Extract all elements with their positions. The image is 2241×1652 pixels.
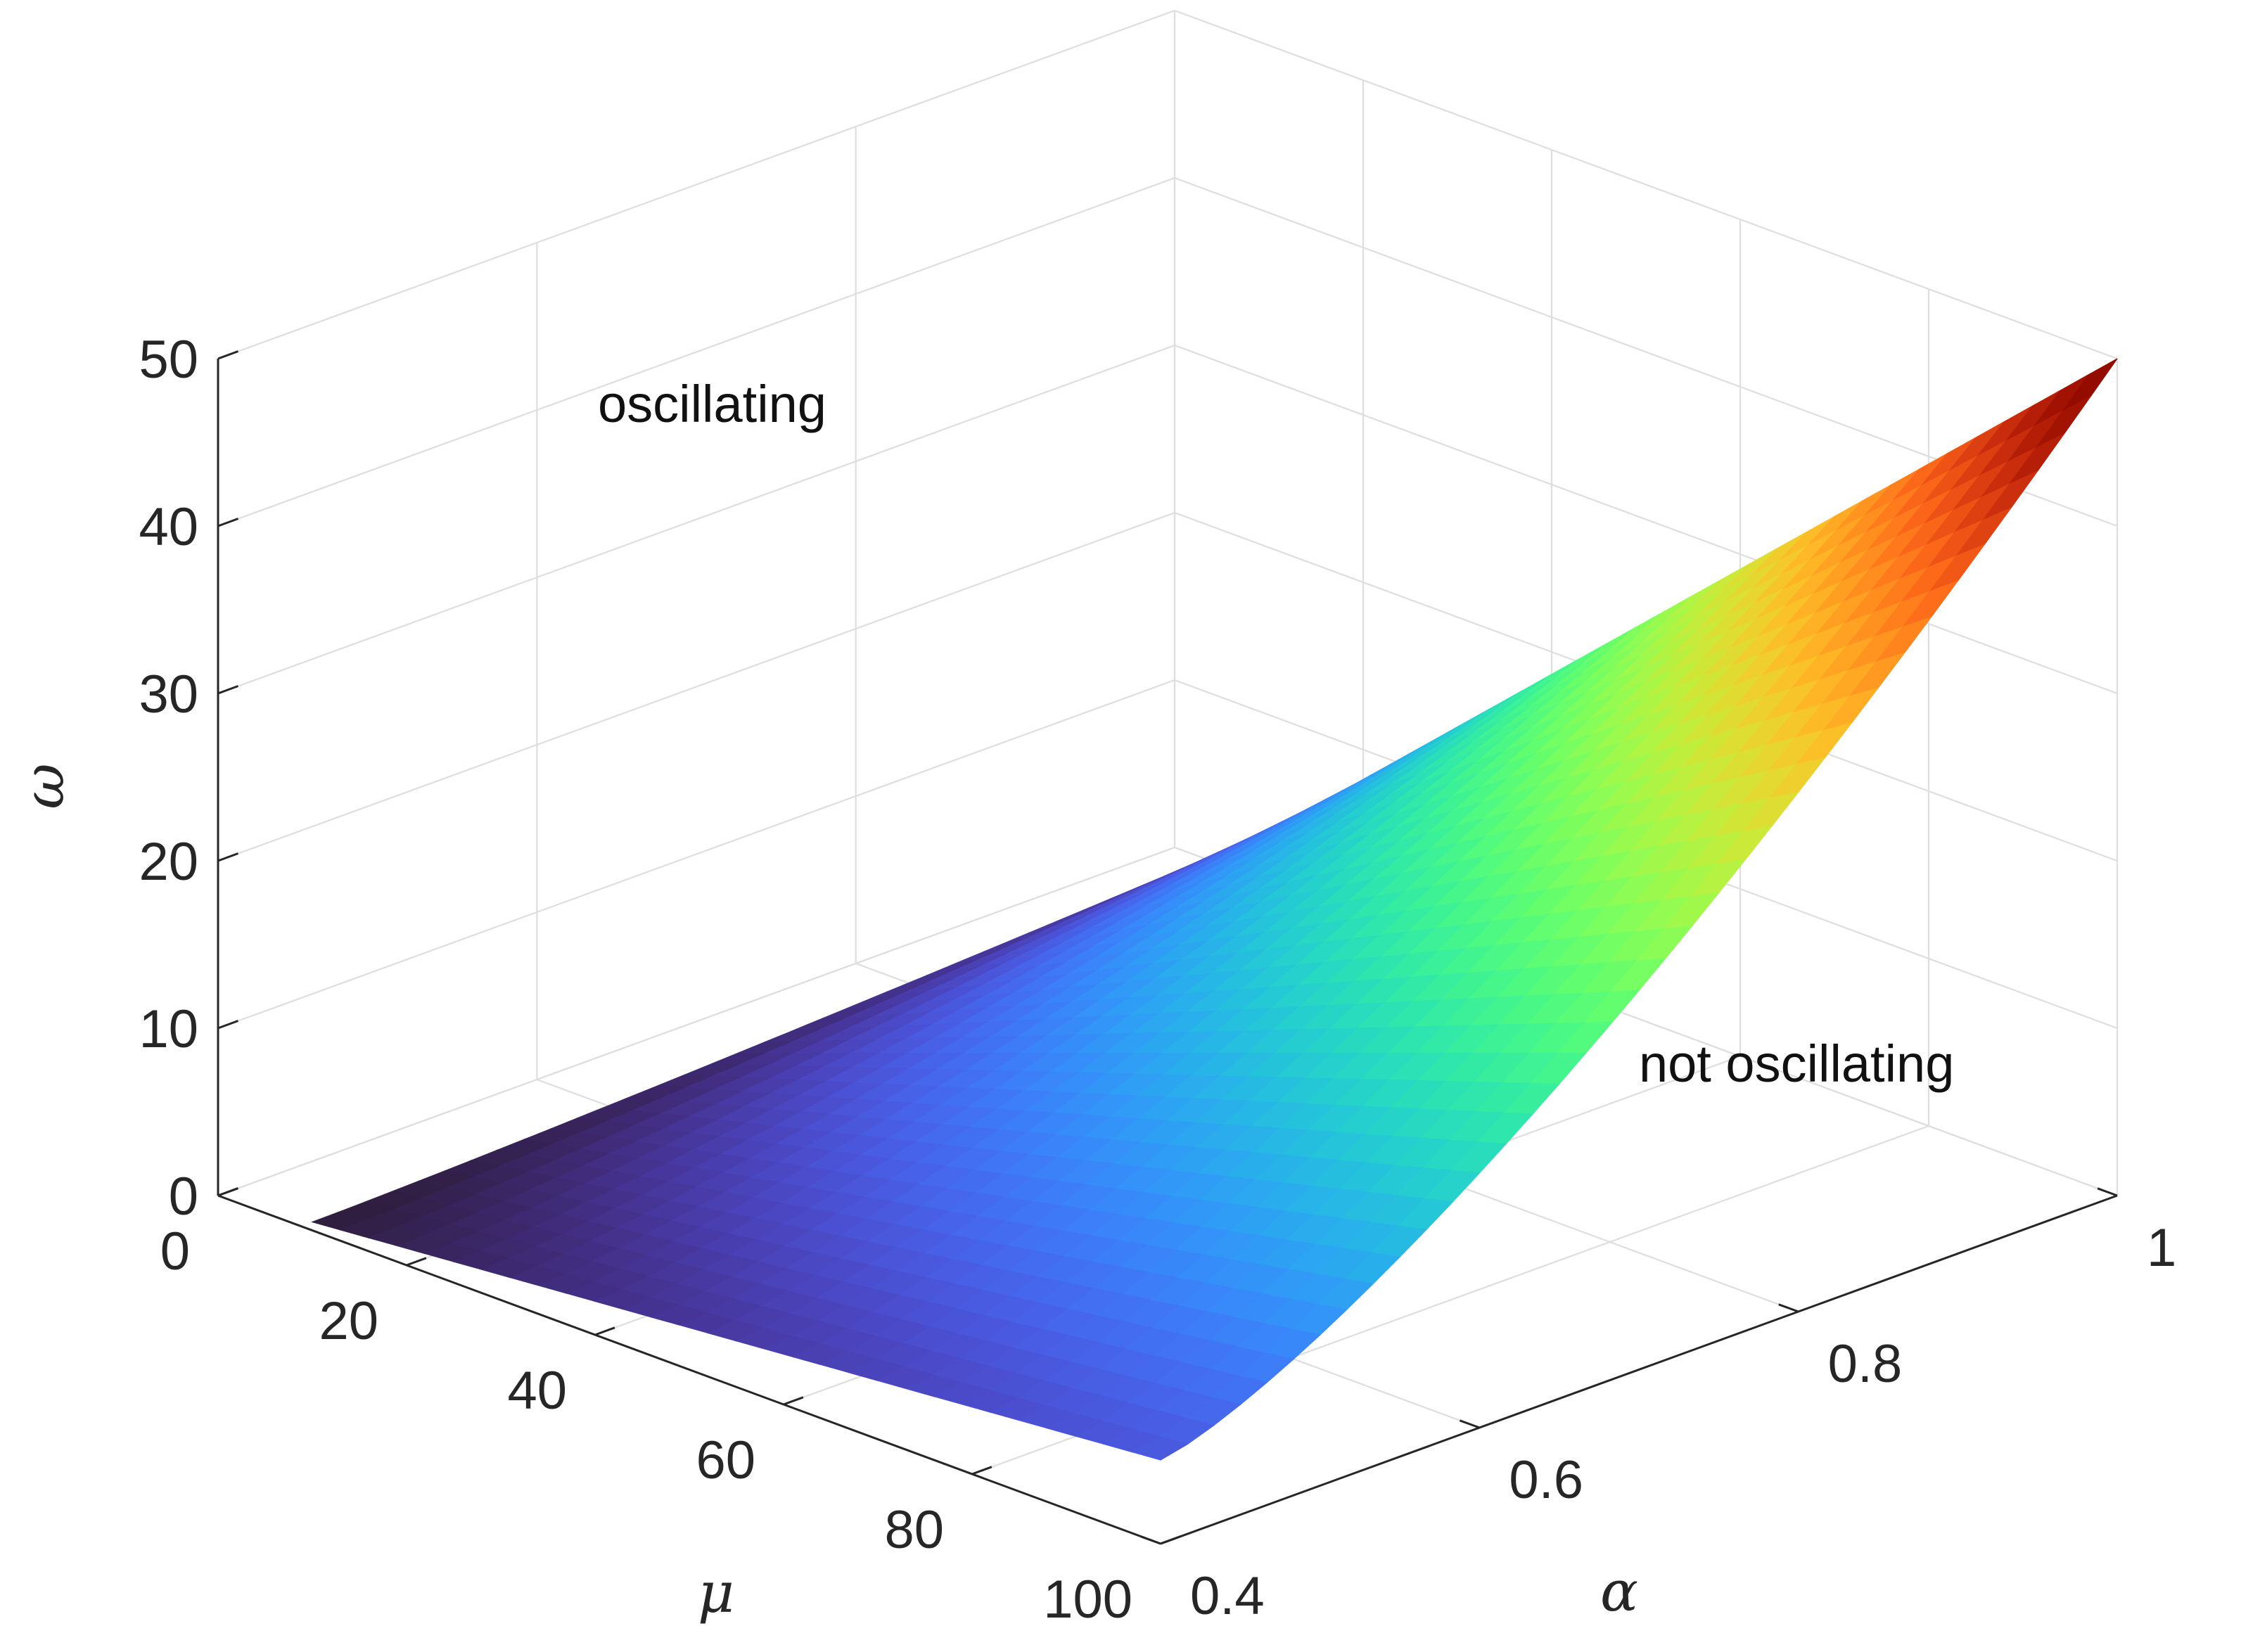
z-tick-label-1: 10 — [139, 999, 198, 1059]
z-tick-5 — [217, 350, 239, 360]
y-tick-label-3: 1 — [2147, 1218, 2176, 1278]
y-tick-3 — [2097, 1187, 2118, 1197]
x-tick-4 — [971, 1466, 992, 1475]
x-tick-2 — [594, 1326, 615, 1336]
y-tick-label-2: 0.8 — [1828, 1334, 1903, 1394]
y-axis-line — [1160, 1194, 2118, 1545]
z-tick-label-3: 30 — [139, 665, 198, 724]
x-tick-5 — [1160, 1535, 1181, 1545]
y-tick-label-0: 0.4 — [1190, 1566, 1265, 1626]
x-tick-label-5: 100 — [1043, 1570, 1132, 1629]
grid-wall2-z-3 — [1174, 344, 2118, 695]
grid-wall-z-1 — [217, 679, 1175, 1030]
z-axis-label: ω — [11, 763, 77, 809]
grid-wall2-z-5 — [1174, 9, 2118, 360]
z-tick-3 — [217, 685, 239, 695]
x-tick-label-4: 80 — [884, 1500, 944, 1560]
x-tick-0 — [217, 1187, 238, 1197]
y-tick-1 — [1459, 1419, 1480, 1429]
grid-wall-z-3 — [217, 344, 1175, 695]
x-tick-label-2: 40 — [507, 1361, 567, 1421]
annotation-oscillating: oscillating — [598, 375, 826, 433]
x-tick-label-3: 60 — [696, 1430, 755, 1490]
y-tick-label-1: 0.6 — [1509, 1450, 1583, 1510]
y-tick-2 — [1778, 1303, 1799, 1313]
z-tick-4 — [217, 518, 239, 527]
x-tick-3 — [783, 1396, 804, 1406]
back-wall-mu0 — [218, 11, 1175, 1196]
tick-labels: 0 10 20 30 40 50 0 20 40 60 80 100 0.4 0.6 0.8 1 — [139, 330, 2176, 1629]
y-axis-label: α — [1600, 1558, 1638, 1624]
grid-wall-z-4 — [217, 177, 1175, 527]
axes-back-panels — [218, 11, 2117, 1196]
axis-lines — [217, 359, 2118, 1545]
surface-mesh — [311, 358, 2118, 1461]
grid-wall-z-5 — [217, 9, 1175, 360]
z-tick-1 — [217, 1020, 239, 1030]
x-tick-label-0: 0 — [160, 1222, 190, 1281]
x-tick-1 — [406, 1257, 427, 1267]
z-tick-label-2: 20 — [139, 832, 198, 892]
z-tick-label-4: 40 — [139, 497, 198, 557]
z-tick-label-5: 50 — [139, 330, 198, 390]
grid-wall-z-2 — [217, 511, 1175, 862]
surface-patch-29-0 — [1131, 1436, 1189, 1461]
tick-marks — [217, 350, 2118, 1545]
grid-floor-mu-0 — [217, 846, 1175, 1197]
x-tick-label-1: 20 — [319, 1291, 378, 1351]
z-tick-label-0: 0 — [169, 1167, 198, 1227]
annotation-not-oscillating: not oscillating — [1639, 1035, 1954, 1093]
z-tick-2 — [217, 852, 239, 862]
y-tick-0 — [1140, 1535, 1161, 1545]
x-axis-label: μ — [698, 1560, 734, 1625]
x-axis-line — [217, 1194, 1161, 1545]
